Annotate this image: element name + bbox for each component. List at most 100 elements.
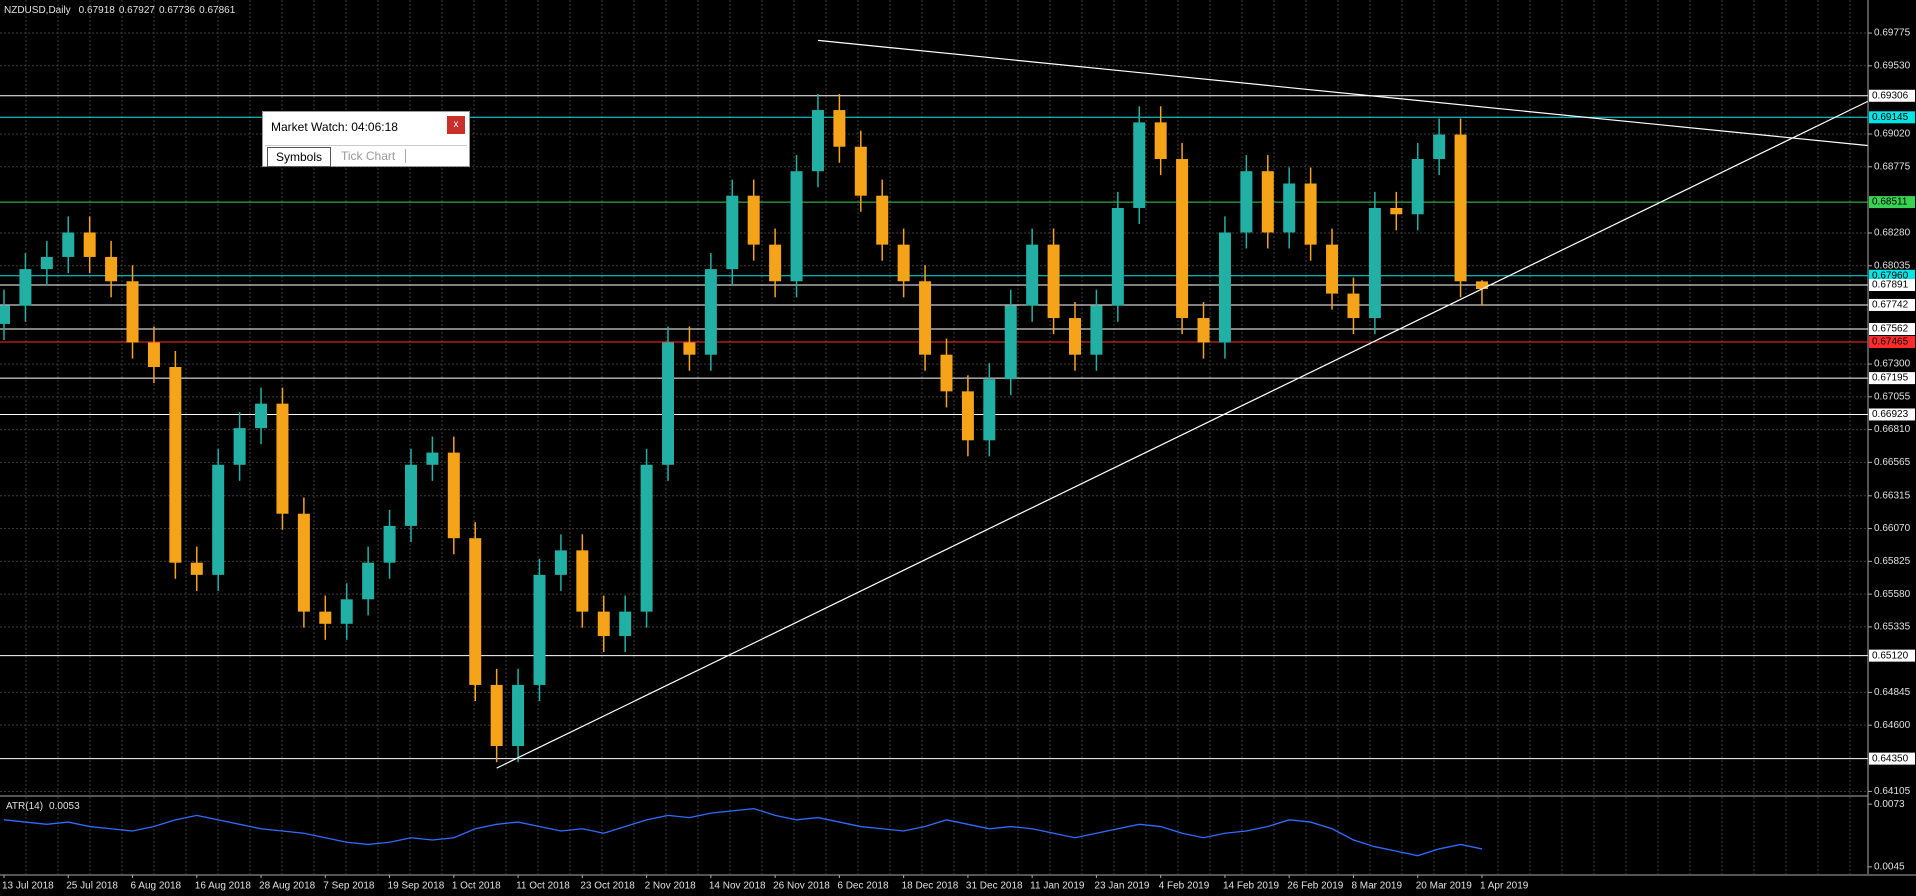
window-title: Market Watch: 04:06:18 bbox=[271, 120, 398, 134]
indicator-line bbox=[3, 807, 1483, 857]
price-level-box bbox=[1869, 269, 1915, 282]
candle-body bbox=[297, 513, 310, 612]
x-tick-label: 18 Dec 2018 bbox=[902, 881, 959, 892]
close-button[interactable]: x bbox=[447, 116, 465, 134]
candle-body bbox=[83, 232, 96, 257]
candle-body bbox=[40, 256, 53, 270]
candle-body bbox=[961, 391, 974, 441]
x-tick-label: 31 Dec 2018 bbox=[966, 881, 1023, 892]
candle-body bbox=[1090, 305, 1103, 355]
candle-body bbox=[1475, 281, 1488, 290]
x-tick-label: 20 Mar 2019 bbox=[1416, 881, 1473, 892]
candle-body bbox=[1069, 318, 1081, 355]
price-level-box bbox=[1869, 752, 1915, 765]
candle-body bbox=[490, 684, 503, 747]
x-tick-label: 26 Nov 2018 bbox=[773, 881, 830, 892]
x-tick-label: 13 Jul 2018 bbox=[2, 881, 54, 892]
tab[interactable]: Tick Chart bbox=[341, 149, 396, 163]
price-level-label: 0.67960 bbox=[1872, 270, 1909, 281]
candle-body bbox=[662, 342, 675, 465]
candle-body bbox=[1411, 159, 1424, 215]
tab[interactable]: Symbols bbox=[267, 147, 332, 167]
candle-body bbox=[19, 269, 32, 306]
x-tick-label: 11 Jan 2019 bbox=[1030, 881, 1085, 892]
x-tick-label: 2 Nov 2018 bbox=[645, 881, 697, 892]
candle-body bbox=[790, 171, 803, 282]
x-tick-label: 19 Sep 2018 bbox=[388, 881, 445, 892]
x-tick-label: 6 Dec 2018 bbox=[837, 881, 889, 892]
y-tick-label: 0.0073 bbox=[1874, 799, 1905, 810]
candle-body bbox=[319, 611, 332, 624]
candle-body bbox=[876, 195, 889, 245]
price-level-label: 0.67891 bbox=[1872, 280, 1909, 291]
candle-body bbox=[1347, 293, 1360, 319]
x-tick-label: 8 Mar 2019 bbox=[1351, 881, 1402, 892]
price-level-label: 0.67195 bbox=[1872, 373, 1909, 384]
candle-body bbox=[640, 464, 653, 612]
price-level-box bbox=[1869, 408, 1915, 421]
candle-body bbox=[169, 367, 182, 563]
x-tick-label: 25 Jul 2018 bbox=[66, 881, 118, 892]
candle-body bbox=[1004, 305, 1017, 380]
header-close: 0.67861 bbox=[199, 5, 236, 16]
candle-body bbox=[983, 379, 996, 441]
price-level-label: 0.65120 bbox=[1872, 650, 1909, 661]
candle-body bbox=[1261, 171, 1274, 233]
candle-body bbox=[126, 281, 139, 343]
y-tick-label: 0.66810 bbox=[1874, 424, 1911, 435]
y-tick-label: 0.64105 bbox=[1874, 786, 1911, 797]
candle-body bbox=[147, 342, 160, 368]
candle-body bbox=[255, 403, 268, 429]
y-tick-label: 0.69020 bbox=[1874, 129, 1911, 140]
y-tick-label: 0.69775 bbox=[1874, 28, 1911, 39]
x-tick-label: 23 Jan 2019 bbox=[1094, 881, 1149, 892]
candle-body bbox=[1433, 134, 1446, 160]
candle-body bbox=[447, 452, 460, 539]
indicator-name: ATR(14) bbox=[6, 801, 43, 812]
y-tick-label: 0.69530 bbox=[1874, 60, 1911, 71]
candle-body bbox=[1133, 122, 1146, 208]
candle-body bbox=[704, 269, 717, 355]
chart-header: NZDUSD,Daily 0.67918 0.67927 0.67736 0.67861 bbox=[4, 5, 236, 16]
candle-body bbox=[1454, 134, 1467, 282]
candle-body bbox=[919, 281, 932, 355]
x-tick-label: 6 Aug 2018 bbox=[131, 881, 182, 892]
price-level-box bbox=[1869, 335, 1915, 348]
candle-body bbox=[747, 195, 760, 245]
candle-body bbox=[233, 428, 246, 465]
candle-body bbox=[1304, 183, 1317, 245]
x-tick-label: 4 Feb 2019 bbox=[1159, 881, 1210, 892]
candle-body bbox=[276, 403, 289, 514]
y-tick-label: 0.66565 bbox=[1874, 457, 1911, 468]
price-level-label: 0.67562 bbox=[1872, 324, 1909, 335]
candle-body bbox=[940, 354, 953, 392]
x-tick-label: 1 Oct 2018 bbox=[452, 881, 501, 892]
y-tick-label: 0.68035 bbox=[1874, 260, 1911, 271]
header-open: 0.67918 bbox=[79, 5, 116, 16]
candle-body bbox=[683, 342, 696, 355]
y-tick-label: 0.67300 bbox=[1874, 359, 1911, 370]
tab-separator bbox=[405, 149, 406, 163]
candle-body bbox=[897, 244, 910, 282]
candle-body bbox=[811, 110, 824, 172]
candle-body bbox=[1390, 207, 1403, 215]
price-level-label: 0.67742 bbox=[1872, 300, 1909, 311]
market-watch-window[interactable]: Market Watch: 04:06:18 x Symbols Tick Ch… bbox=[262, 111, 470, 167]
price-level-box bbox=[1869, 89, 1915, 102]
candle-body bbox=[726, 195, 739, 270]
header-high: 0.67927 bbox=[119, 5, 156, 16]
candle-body bbox=[1283, 183, 1296, 233]
price-level-label: 0.69306 bbox=[1872, 90, 1909, 101]
y-tick-label: 0.66315 bbox=[1874, 490, 1911, 501]
y-tick-label: 0.65580 bbox=[1874, 589, 1911, 600]
candle-body bbox=[1368, 207, 1381, 319]
x-tick-label: 11 Oct 2018 bbox=[516, 881, 570, 892]
y-tick-label: 0.0045 bbox=[1874, 861, 1905, 872]
candle-body bbox=[426, 452, 439, 465]
price-level-box bbox=[1869, 279, 1915, 292]
candle-body bbox=[340, 599, 353, 624]
price-level-box bbox=[1869, 196, 1915, 209]
price-level-box bbox=[1869, 649, 1915, 662]
candle-body bbox=[533, 574, 546, 685]
